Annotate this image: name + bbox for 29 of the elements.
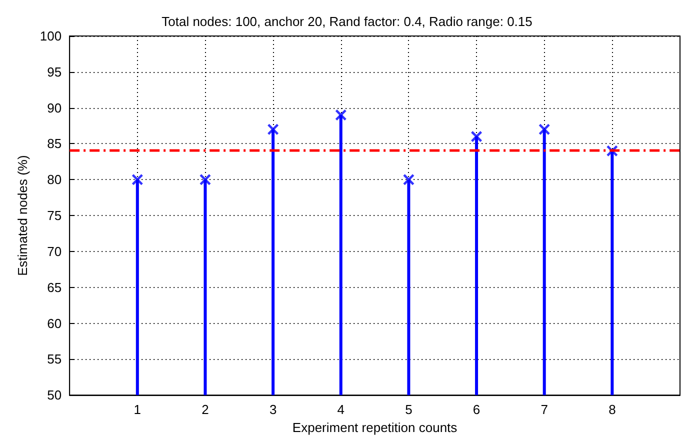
point [132, 174, 143, 186]
y-tick-label: 65 [47, 280, 62, 295]
x-tick-label: 2 [202, 402, 209, 418]
x-tick-label: 4 [337, 402, 344, 418]
y-tick-label: 95 [47, 64, 62, 80]
point [200, 174, 211, 186]
point [538, 124, 550, 135]
x-tick-label: 6 [472, 402, 480, 418]
y-tick-label: 100 [40, 28, 62, 44]
point [403, 174, 414, 186]
chart-title: Total nodes: 100, anchor 20, Rand factor: 0.4, Radio range: 0.15 [162, 14, 532, 29]
y-tick-label: 75 [47, 208, 62, 224]
x-tick-label: 8 [608, 402, 616, 418]
x-tick-label: 5 [405, 402, 412, 418]
y-tick-label: 60 [47, 316, 62, 331]
point [268, 124, 279, 135]
y-axis-title: Estimated nodes (%) [15, 155, 30, 276]
point [335, 110, 346, 120]
x-tick-label: 7 [540, 402, 548, 418]
y-tick-label: 90 [47, 100, 62, 116]
y-tick-label: 80 [47, 172, 62, 188]
x-tick-label: 1 [134, 402, 142, 418]
x-axis-title: Experiment repetition counts [292, 420, 458, 435]
point [471, 131, 482, 142]
x-tick-label: 3 [269, 402, 277, 418]
y-tick-label: 50 [47, 388, 62, 403]
y-tick-label: 85 [47, 136, 62, 152]
y-tick-label: 70 [47, 244, 62, 259]
y-tick-label: 55 [47, 352, 62, 367]
